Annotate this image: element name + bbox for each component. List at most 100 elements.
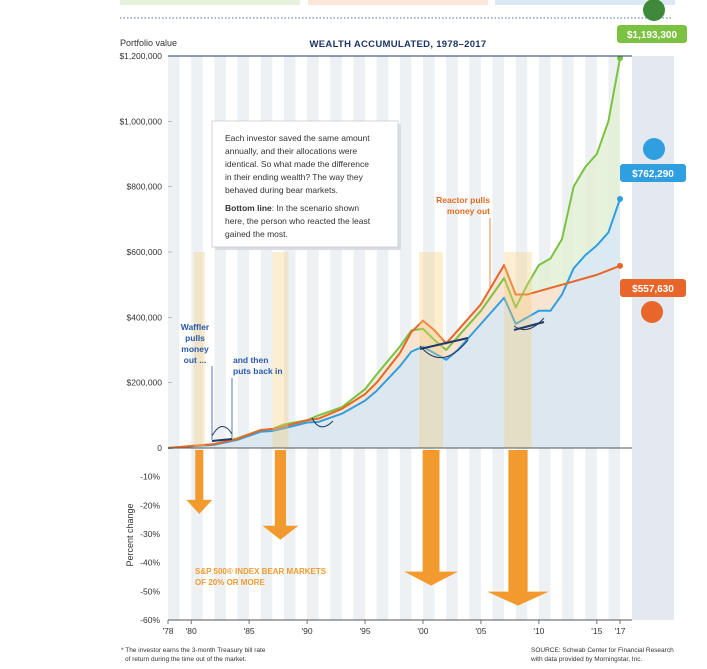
- x-tick-label: '17: [614, 626, 625, 636]
- waffler-label: Waffler: [181, 322, 210, 332]
- waffler-label: out ...: [184, 355, 207, 365]
- green-badge: $1,193,300: [617, 0, 687, 43]
- lower-axis-title: Percent change: [125, 503, 135, 566]
- bear-arrow-shaft: [422, 450, 440, 574]
- x-tick-label: '05: [475, 626, 486, 636]
- waffler-label: money: [181, 344, 209, 354]
- callout-line: identical. So what made the difference: [225, 159, 369, 169]
- year-stripe: [283, 56, 296, 620]
- badge-orange-text: $557,630: [632, 284, 674, 295]
- lower-tick-label: -40%: [140, 558, 160, 568]
- x-tick-label: '80: [186, 626, 197, 636]
- year-stripe: [237, 56, 250, 620]
- endpoint-blue: [617, 195, 623, 202]
- x-tick-label: '95: [359, 626, 370, 636]
- callout-line: annually, and their allocations were: [225, 146, 357, 156]
- lower-tick-label: -10%: [140, 472, 160, 482]
- waffler-arcs: [211, 317, 545, 437]
- waffler-label: pulls: [185, 333, 205, 343]
- waffler-out-segments: [211, 321, 545, 442]
- callout-line: gained the most.: [225, 229, 288, 239]
- waffler-arc: [419, 339, 469, 359]
- footnote-right: SOURCE: Schwab Center for Financial Rese…: [531, 647, 674, 654]
- callout-line: behaved during bear markets.: [225, 185, 338, 195]
- x-tick-label: '85: [244, 626, 255, 636]
- badge-green-text: $1,193,300: [627, 30, 677, 41]
- footnote-right: with data provided by Morningstar, Inc.: [530, 656, 642, 663]
- year-stripe: [330, 56, 342, 620]
- bear-band: [193, 252, 206, 448]
- y-tick-label: 0: [157, 443, 162, 453]
- series-lines: [167, 55, 623, 449]
- x-tick-label: '15: [591, 626, 602, 636]
- reactor-label: money out: [447, 206, 490, 216]
- bear-market-bands: [186, 252, 549, 606]
- bear-arrow-head: [404, 571, 458, 586]
- bear-band: [504, 252, 532, 448]
- area-blue: [168, 198, 620, 448]
- callout-line: here, the person who reacted the least: [225, 216, 371, 226]
- chart-title: WEALTH ACCUMULATED, 1978–2017: [310, 39, 487, 50]
- bear-band: [419, 252, 444, 448]
- bear-arrow-shaft: [274, 450, 287, 528]
- callout-bottom-rest: : In the scenario shown: [272, 203, 360, 213]
- bear-arrow-head: [186, 499, 213, 514]
- bear-arrow-head: [487, 591, 549, 606]
- y-axis-title: Portfolio value: [120, 38, 177, 48]
- callout-bottom-title: Bottom line: [225, 203, 272, 213]
- top-tab-orange: [308, 0, 488, 5]
- waffler-arc: [211, 426, 233, 437]
- waffler-flat: [419, 337, 469, 350]
- y-tick-label: $800,000: [127, 182, 163, 192]
- bear-arrow-shaft: [508, 450, 528, 594]
- y-tick-label: $400,000: [127, 312, 163, 322]
- footnote-left: of return during the time out of the mar…: [125, 656, 247, 663]
- y-tick-label: $1,200,000: [119, 51, 162, 61]
- callout-line: Each investor saved the same amount: [225, 133, 370, 143]
- then-label: and then: [233, 355, 268, 365]
- bear-label: OF 20% OR MORE: [195, 578, 265, 587]
- year-stripe: [307, 56, 319, 620]
- callout-bottom-line: Bottom line: In the scenario shown: [225, 203, 359, 213]
- y-tick-label: $600,000: [127, 247, 163, 257]
- year-stripe: [191, 56, 203, 620]
- waffler-flat: [211, 438, 233, 442]
- bear-arrow-head: [262, 525, 299, 540]
- lower-tick-label: -60%: [140, 615, 160, 625]
- waffler-arc: [513, 317, 545, 331]
- waffler-flat: [513, 321, 545, 331]
- year-stripe: [214, 56, 226, 620]
- endpoint-green: [617, 55, 623, 62]
- callout-line: in their ending wealth? The way they: [225, 172, 364, 182]
- orange-badge: $557,630: [620, 279, 686, 323]
- badge-blue-text: $762,290: [632, 169, 674, 180]
- lower-tick-label: -20%: [140, 500, 160, 510]
- lower-tick-label: -30%: [140, 529, 160, 539]
- blue-badge: $762,290: [620, 138, 686, 182]
- top-tab-green: [120, 0, 300, 5]
- x-tick-label: '00: [417, 626, 428, 636]
- callout-box: Each investor saved the same amount annu…: [211, 120, 401, 250]
- x-axis-ticks: '78 '80 '85 '90 '95 '00 '05 '10 '15 '17: [162, 620, 626, 636]
- waffler-arc: [311, 417, 334, 428]
- line-blue: [167, 198, 621, 449]
- bear-band: [272, 252, 289, 448]
- footnote-left: * The investor earns the 3-month Treasur…: [121, 647, 266, 654]
- x-tick-label: '90: [302, 626, 313, 636]
- lower-tick-label: -50%: [140, 586, 160, 596]
- badge-blue-box: [620, 164, 686, 182]
- year-stripe: [260, 56, 273, 620]
- reactor-label: Reactor pulls: [436, 195, 490, 205]
- x-tick-label: '10: [533, 626, 544, 636]
- bear-label: S&P 500® INDEX BEAR MARKETS: [195, 567, 327, 576]
- badge-green-box: [617, 25, 687, 43]
- series-areas: [168, 58, 620, 449]
- year-stripe: [353, 56, 366, 620]
- orange-investor-icon: [641, 301, 663, 323]
- top-tab-blue: [495, 0, 675, 5]
- x-tick-label: '78: [162, 626, 173, 636]
- blue-investor-icon: [643, 138, 665, 160]
- callout-panel: [211, 120, 399, 248]
- y-tick-label: $1,000,000: [119, 116, 162, 126]
